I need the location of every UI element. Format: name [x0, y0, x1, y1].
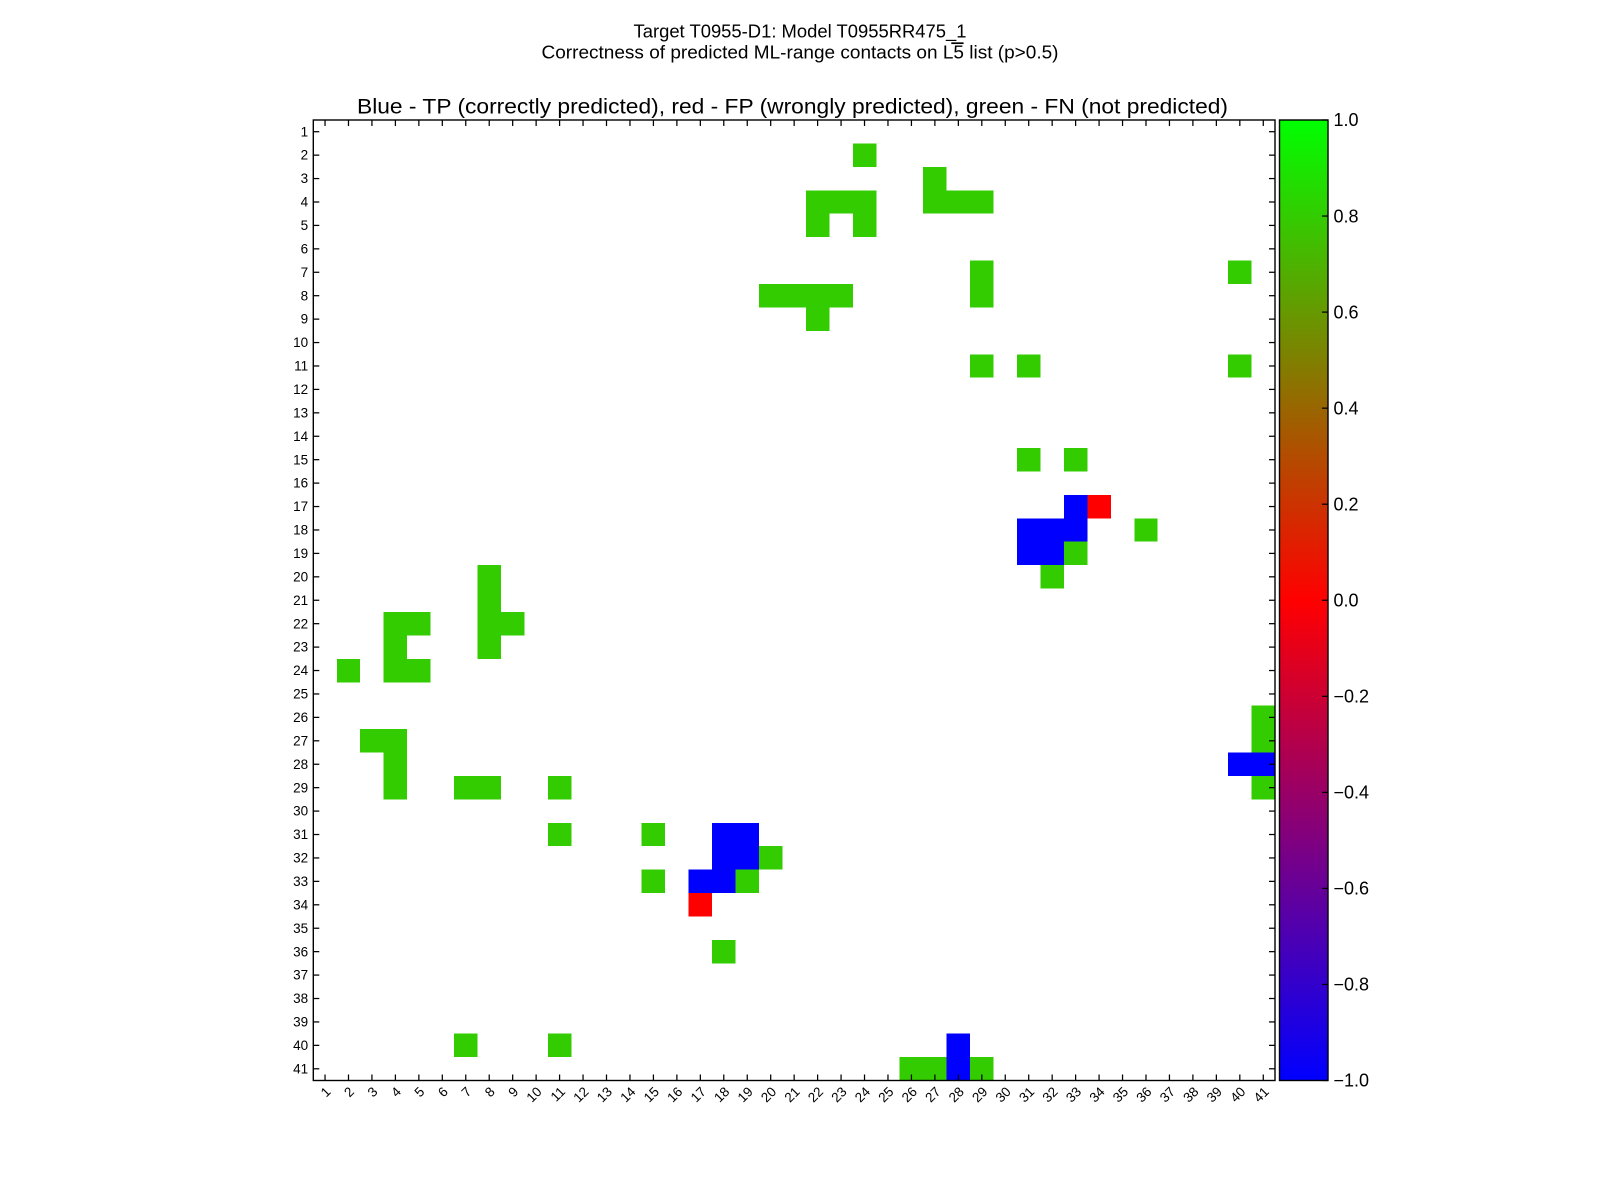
svg-text:27: 27 [293, 733, 308, 748]
svg-text:12: 12 [293, 382, 308, 397]
svg-text:16: 16 [293, 476, 308, 491]
svg-text:0.4: 0.4 [1334, 398, 1359, 418]
svg-text:22: 22 [293, 616, 308, 631]
svg-text:21: 21 [293, 593, 308, 608]
svg-text:Target T0955-D1: Model T0955RR: Target T0955-D1: Model T0955RR475_1 [634, 21, 967, 43]
svg-text:Correctness of predicted ML-ra: Correctness of predicted ML-range contac… [542, 42, 1059, 63]
svg-text:0.6: 0.6 [1334, 302, 1359, 322]
svg-text:−1.0: −1.0 [1334, 1071, 1370, 1091]
svg-text:0.8: 0.8 [1334, 206, 1359, 226]
svg-text:25: 25 [293, 687, 308, 702]
svg-text:14: 14 [293, 429, 309, 444]
svg-text:6: 6 [301, 241, 309, 256]
svg-text:11: 11 [294, 359, 308, 374]
svg-text:8: 8 [301, 288, 309, 303]
svg-text:4: 4 [301, 195, 309, 210]
svg-text:28: 28 [293, 757, 308, 772]
svg-text:−0.2: −0.2 [1334, 687, 1370, 707]
svg-text:5: 5 [301, 218, 309, 233]
svg-text:−0.6: −0.6 [1334, 879, 1370, 899]
svg-text:1: 1 [301, 124, 309, 139]
svg-text:32: 32 [293, 851, 308, 866]
svg-text:1.0: 1.0 [1334, 110, 1359, 130]
svg-text:15: 15 [293, 452, 308, 467]
svg-text:17: 17 [293, 499, 308, 514]
svg-text:20: 20 [293, 569, 308, 584]
svg-text:34: 34 [293, 897, 309, 912]
svg-text:18: 18 [293, 523, 308, 538]
svg-text:38: 38 [293, 991, 308, 1006]
svg-text:35: 35 [293, 921, 308, 936]
svg-text:13: 13 [293, 405, 308, 420]
svg-text:29: 29 [293, 780, 308, 795]
svg-text:37: 37 [293, 968, 308, 983]
svg-text:0.0: 0.0 [1334, 590, 1359, 610]
svg-text:10: 10 [293, 335, 308, 350]
svg-text:−0.8: −0.8 [1334, 975, 1370, 995]
svg-text:40: 40 [293, 1038, 308, 1053]
svg-text:19: 19 [293, 546, 308, 561]
svg-text:24: 24 [293, 663, 309, 678]
svg-text:41: 41 [293, 1061, 308, 1076]
svg-text:0.2: 0.2 [1334, 494, 1359, 514]
svg-text:7: 7 [301, 265, 309, 280]
svg-text:39: 39 [293, 1015, 308, 1030]
svg-text:9: 9 [301, 312, 309, 327]
svg-text:30: 30 [293, 804, 308, 819]
svg-text:23: 23 [293, 640, 308, 655]
svg-text:36: 36 [293, 944, 308, 959]
svg-text:2: 2 [301, 148, 309, 163]
svg-text:Blue - TP (correctly predicted: Blue - TP (correctly predicted), red - F… [357, 96, 1228, 119]
svg-text:33: 33 [293, 874, 308, 889]
svg-text:31: 31 [293, 827, 308, 842]
svg-text:26: 26 [293, 710, 308, 725]
svg-text:−0.4: −0.4 [1334, 783, 1370, 803]
svg-text:3: 3 [301, 171, 309, 186]
